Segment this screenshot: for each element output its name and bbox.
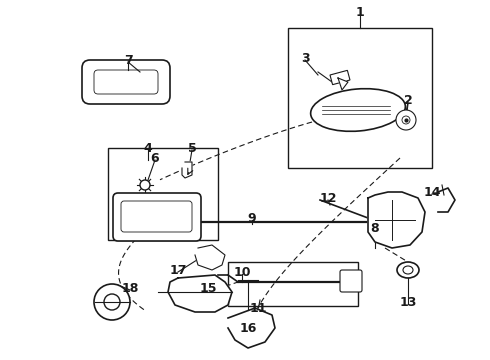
Text: 3: 3	[301, 51, 309, 64]
Circle shape	[94, 284, 130, 320]
Bar	[108, 148, 218, 240]
Text: 13: 13	[399, 296, 416, 309]
Text: 18: 18	[122, 282, 139, 294]
FancyBboxPatch shape	[340, 270, 362, 292]
Bar	[288, 28, 432, 168]
Text: 12: 12	[319, 192, 337, 204]
Text: 1: 1	[356, 5, 365, 18]
Text: 15: 15	[199, 282, 217, 294]
Ellipse shape	[397, 262, 419, 278]
Text: 11: 11	[249, 302, 267, 315]
Polygon shape	[368, 192, 425, 248]
Text: 2: 2	[404, 94, 413, 107]
Ellipse shape	[311, 89, 405, 131]
Text: 8: 8	[371, 221, 379, 234]
Polygon shape	[228, 308, 275, 348]
Bar	[228, 262, 358, 306]
Text: 6: 6	[151, 152, 159, 165]
Polygon shape	[182, 162, 192, 178]
Circle shape	[402, 116, 410, 124]
Polygon shape	[438, 188, 455, 212]
Text: 4: 4	[144, 141, 152, 154]
Text: 5: 5	[188, 141, 196, 154]
Text: 16: 16	[239, 321, 257, 334]
Polygon shape	[195, 245, 225, 270]
FancyBboxPatch shape	[113, 193, 201, 241]
Polygon shape	[168, 275, 232, 312]
Text: 7: 7	[123, 54, 132, 67]
Text: 9: 9	[247, 211, 256, 225]
Polygon shape	[338, 78, 348, 90]
Bar	[330, 70, 350, 85]
FancyBboxPatch shape	[82, 60, 170, 104]
Circle shape	[396, 110, 416, 130]
Text: 17: 17	[169, 264, 187, 276]
Text: 14: 14	[423, 185, 441, 198]
Circle shape	[140, 180, 150, 190]
Text: 10: 10	[233, 266, 251, 279]
